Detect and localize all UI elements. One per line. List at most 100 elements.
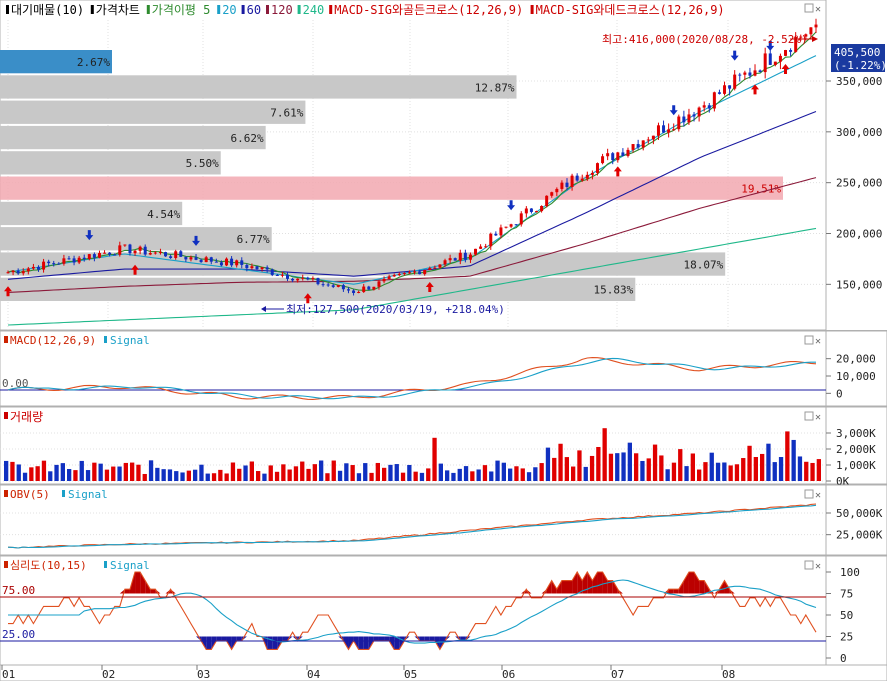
candle-body: [443, 260, 447, 265]
candle-body: [214, 261, 218, 263]
legend-item[interactable]: 가격이평 5: [152, 3, 211, 17]
candle-body: [504, 226, 508, 228]
legend-item[interactable]: MACD-SIG와골든크로스(12,26,9): [334, 3, 523, 17]
candle-body: [509, 224, 513, 227]
psych-line: [8, 570, 817, 651]
candle-body: [275, 274, 279, 276]
legend-item[interactable]: 대기매물(10): [11, 3, 84, 17]
candle-body: [265, 267, 269, 270]
psych-oversold-fill: [378, 636, 385, 641]
current-price-badge: [831, 44, 885, 72]
psych-oversold-fill: [348, 636, 354, 650]
golden-cross-up-arrow-icon: [613, 166, 622, 177]
macd-close-icon[interactable]: ✕: [815, 336, 821, 347]
candle-body: [184, 256, 188, 260]
volume-bar: [558, 443, 563, 481]
volume-bar: [186, 470, 191, 481]
volume-profile-bar: [0, 277, 636, 301]
psych-tick-label: 75: [840, 588, 853, 601]
candle-body: [585, 174, 589, 179]
volume-bar: [10, 461, 15, 481]
psych-overbought-fill: [561, 580, 567, 594]
macd-lines: [7, 357, 817, 400]
candle-body: [245, 264, 249, 269]
volume-tick-label: 2,000K: [836, 443, 876, 456]
candle-body: [595, 163, 599, 173]
volume-bar: [325, 473, 330, 481]
candle-body: [763, 53, 767, 73]
min-price-label: 최저:127,500(2020/03/19, +218.04%): [286, 303, 505, 316]
golden-cross-up-arrow-icon: [751, 84, 760, 95]
psych-close-icon[interactable]: ✕: [815, 561, 821, 572]
candle-body: [453, 258, 457, 261]
panel-close-icon[interactable]: ✕: [815, 4, 821, 15]
psych-signal-title: Signal: [110, 559, 150, 572]
candle-body: [301, 277, 305, 279]
obv-signal-line: [7, 504, 817, 549]
volume-bar: [709, 452, 714, 481]
volume-bar: [136, 464, 141, 481]
candlesticks: [6, 18, 818, 296]
dead-cross-down-arrow-icon: [507, 200, 516, 211]
candle-body: [382, 278, 386, 282]
candle-body: [204, 257, 208, 263]
candle-body: [153, 252, 157, 254]
legend-item[interactable]: MACD-SIG와데드크로스(12,26,9): [536, 3, 725, 17]
psych-tick-label: 100: [840, 566, 860, 579]
volume-bar: [180, 472, 185, 481]
legend-item[interactable]: 60: [247, 3, 261, 17]
volume-bar: [445, 470, 450, 481]
candle-body: [789, 50, 793, 52]
candle-body: [352, 290, 356, 293]
volume-profile-bar: [0, 252, 726, 276]
x-axis-label: 08: [722, 668, 735, 681]
legend-item[interactable]: 240: [303, 3, 325, 17]
volume-profile-bar: [0, 125, 266, 150]
macd-tick-label: 10,000: [836, 370, 876, 383]
volume-bar: [344, 463, 349, 481]
psych-overbought-fill: [719, 580, 725, 594]
volume-bar: [810, 462, 815, 481]
candle-body: [133, 250, 137, 254]
volume-close-icon[interactable]: ✕: [815, 412, 821, 423]
legend-item[interactable]: 120: [271, 3, 293, 17]
psych-overbought-fill: [556, 580, 562, 594]
obv-close-icon[interactable]: ✕: [815, 490, 821, 501]
volume-profile-bar: [0, 75, 517, 99]
volume-bar: [697, 469, 702, 481]
volume-profile-label: 6.62%: [231, 132, 264, 145]
candle-body: [82, 257, 86, 260]
x-axis-label: 06: [502, 668, 515, 681]
price-tick-label: 150,000: [836, 278, 882, 291]
volume-bar: [741, 458, 746, 481]
panel-restore-icon[interactable]: [804, 3, 814, 13]
psych-lines: [8, 570, 817, 651]
candle-body: [535, 211, 539, 213]
psych-oversold-fill: [206, 636, 212, 650]
volume-bar: [211, 473, 217, 481]
candle-body: [677, 116, 681, 130]
dead-cross-down-arrow-icon: [85, 230, 94, 241]
legend-swatch: [217, 5, 221, 14]
candle-body: [255, 266, 259, 270]
obv-title: OBV(5): [10, 488, 50, 501]
volume-bar: [142, 473, 147, 481]
max-price-label: 최고:416,000(2020/08/28, -2.52%): [602, 33, 808, 46]
volume-bar: [369, 472, 374, 481]
volume-bar: [85, 470, 91, 481]
legend-item[interactable]: 가격차트: [96, 3, 140, 17]
volume-tick-label: 3,000K: [836, 427, 876, 440]
volume-bar: [671, 462, 677, 481]
candle-body: [723, 85, 727, 94]
psych-signal-line: [8, 579, 817, 644]
volume-bar: [407, 464, 412, 481]
volume-bar: [92, 462, 97, 481]
candle-body: [6, 272, 10, 274]
volume-bar: [237, 468, 242, 481]
psych-oversold-fill: [434, 636, 440, 650]
volume-profile-bar: [0, 227, 272, 251]
legend-item[interactable]: 20: [222, 3, 236, 17]
candle-body: [11, 270, 15, 273]
volume-profile-label: 18.07%: [683, 258, 723, 271]
